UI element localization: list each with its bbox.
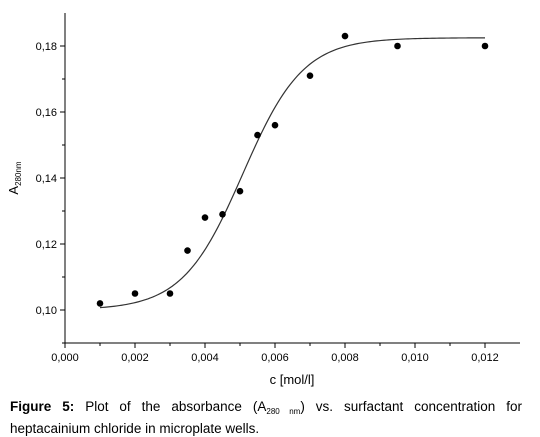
- y-tick-label: 0,12: [36, 239, 57, 251]
- data-point: [254, 131, 261, 139]
- y-tick-label: 0,18: [36, 41, 57, 53]
- data-point: [394, 42, 401, 50]
- fit-curve: [99, 37, 485, 309]
- data-point: [271, 121, 279, 129]
- data-point: [341, 32, 349, 40]
- x-tick-label: 0,006: [261, 352, 289, 364]
- y-axis-title: A280nm: [6, 161, 23, 194]
- x-axis-title: c [mol/l]: [270, 372, 315, 387]
- caption-subscript: 280 nm: [266, 407, 301, 416]
- data-point: [219, 211, 226, 218]
- data-point: [201, 214, 209, 221]
- x-tick-label: 0,010: [401, 352, 429, 364]
- x-tick-label: 0,008: [331, 352, 359, 364]
- y-axis-title-sub: 280nm: [14, 161, 23, 186]
- caption-text-after: ) vs. surfactant concentration for hepta…: [10, 399, 523, 436]
- plot-area: [96, 32, 489, 309]
- x-tick-label: 0,004: [191, 352, 219, 364]
- data-point: [306, 72, 314, 79]
- data-point: [96, 300, 104, 307]
- data-point: [166, 290, 174, 297]
- x-tick-label: 0,000: [51, 352, 79, 364]
- figure-caption: Figure 5: Plot of the absorbance (A280 n…: [10, 398, 522, 437]
- x-tick-label: 0,002: [121, 352, 149, 364]
- y-tick-label: 0,10: [36, 305, 57, 317]
- y-tick-label: 0,14: [36, 173, 57, 185]
- y-tick-label: 0,16: [36, 107, 57, 119]
- data-point: [236, 187, 244, 195]
- ticks: [60, 45, 486, 348]
- data-point: [184, 247, 191, 254]
- caption-text-before: Plot of the absorbance (A: [74, 399, 267, 414]
- data-point: [131, 290, 139, 297]
- absorbance-chart: 0,000 0,002 0,004 0,006 0,008 0,010 0,012 0,10 0…: [6, 13, 520, 387]
- y-axis-title-main: A: [6, 186, 21, 195]
- tick-labels: 0,000 0,002 0,004 0,006 0,008 0,010 0,012 0,10 0…: [36, 41, 499, 364]
- x-tick-label: 0,012: [471, 352, 499, 364]
- caption-label: Figure 5:: [10, 399, 75, 414]
- data-point: [481, 42, 489, 50]
